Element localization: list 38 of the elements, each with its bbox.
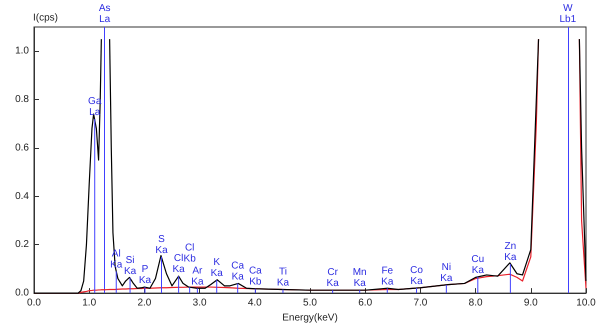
- annotation: Mn Ka: [352, 267, 367, 290]
- y-tick-label: 0.8: [15, 94, 30, 106]
- annotation: K Ka: [210, 257, 224, 280]
- x-tick-label: 7.0: [413, 298, 428, 309]
- ref-line-label: As La: [98, 3, 111, 25]
- x-tick-label: 10.0: [576, 298, 596, 309]
- y-tick-label: 0.2: [15, 239, 30, 250]
- annotation: Cl Kb: [184, 242, 196, 264]
- y-tick-label: 0.0: [15, 288, 30, 299]
- annotation: P Ka: [138, 264, 152, 286]
- annotation: Ca Ka: [231, 260, 245, 282]
- x-tick-label: 3.0: [192, 298, 207, 309]
- x-tick-label: 8.0: [468, 298, 483, 309]
- x-tick-label: 4.0: [248, 298, 262, 309]
- x-tick-label: 0.0: [27, 298, 42, 309]
- x-tick-label: 5.0: [303, 298, 318, 309]
- annotation: Ar Ka: [191, 265, 204, 288]
- y-tick-label: 1.0: [15, 46, 30, 57]
- x-tick-label: 9.0: [524, 298, 538, 309]
- annotation: Ni Ka: [440, 262, 453, 284]
- annotation: Co Ka: [410, 265, 424, 288]
- x-tick-label: 1.0: [82, 298, 97, 309]
- annotation: Cu Ka: [471, 254, 484, 276]
- annotation: Ti Ka: [276, 266, 290, 288]
- ref-line-label: W Lb1: [559, 3, 577, 25]
- y-axis-title: I(cps): [33, 12, 58, 24]
- x-axis-title: Energy(keV): [282, 312, 338, 324]
- y-tick-label: 0.4: [15, 190, 30, 202]
- annotation: S Ka: [155, 234, 168, 256]
- x-tick-label: 2.0: [137, 298, 152, 309]
- annotation: Fe Ka: [381, 265, 394, 288]
- annotation: Zn Ka: [504, 241, 517, 264]
- x-tick-label: 6.0: [358, 298, 373, 309]
- annotation: Cr Ka: [326, 267, 340, 290]
- y-tick-label: 0.6: [15, 142, 30, 154]
- annotation: Cl Ka: [172, 253, 186, 276]
- annotation: Si Ka: [124, 254, 137, 277]
- annotation: Ca Kb: [248, 266, 262, 288]
